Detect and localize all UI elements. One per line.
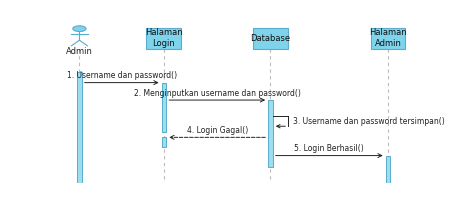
Bar <box>253 28 288 49</box>
Bar <box>386 156 391 185</box>
Bar <box>268 100 273 167</box>
Bar <box>77 72 82 185</box>
Bar <box>162 137 166 147</box>
Text: 5. Login Berhasil(): 5. Login Berhasil() <box>294 144 364 153</box>
Bar <box>162 83 166 132</box>
Bar <box>146 28 182 49</box>
Text: 1. Username dan password(): 1. Username dan password() <box>67 71 177 80</box>
Text: 3. Username dan password tersimpan(): 3. Username dan password tersimpan() <box>292 117 444 126</box>
Circle shape <box>73 26 86 32</box>
Bar <box>371 28 405 49</box>
Text: 4. Login Gagal(): 4. Login Gagal() <box>187 126 248 135</box>
Text: Database: Database <box>250 34 291 43</box>
Text: 2. Menginputkan username dan password(): 2. Menginputkan username dan password() <box>134 89 301 97</box>
Text: Admin: Admin <box>66 47 93 56</box>
Text: Halaman
Admin: Halaman Admin <box>369 28 407 48</box>
Text: Halaman
Login: Halaman Login <box>145 28 183 48</box>
